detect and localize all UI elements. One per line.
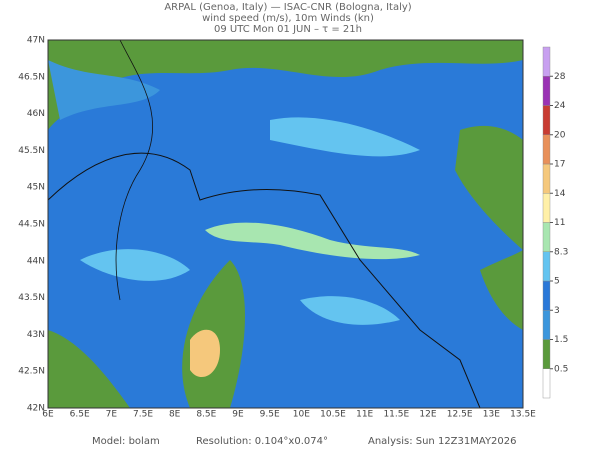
colorbar-segment	[542, 193, 551, 223]
colorbar-label: 0.5	[554, 364, 568, 374]
lat-label: 47N	[27, 36, 45, 46]
colorbar-segment	[542, 222, 551, 252]
land-field	[480, 250, 523, 330]
colorbar-label: 1.5	[554, 335, 568, 345]
lon-label: 13.5E	[510, 410, 536, 420]
field	[300, 296, 400, 325]
lat-label: 46.5N	[18, 72, 45, 82]
land-field	[48, 40, 523, 130]
colorbar-segment	[542, 368, 551, 399]
lat-label: 42N	[27, 404, 45, 414]
colorbar-label: 17	[554, 160, 565, 170]
colorbar-label: 8.3	[554, 247, 568, 257]
lon-label: 7E	[106, 410, 118, 420]
footer-analysis: Analysis: Sun 12Z31MAY2026	[368, 436, 517, 447]
lon-label: 8.5E	[196, 410, 216, 420]
field	[80, 249, 190, 281]
map-frame	[47, 39, 524, 409]
field	[270, 117, 420, 157]
lat-label: 42.5N	[18, 367, 45, 377]
lon-label: 11E	[356, 410, 373, 420]
lat-label: 45.5N	[18, 146, 45, 156]
land-field	[455, 125, 523, 250]
colorbar-segment	[542, 280, 551, 311]
lon-label: 12.5E	[447, 410, 473, 420]
lon-label: 12E	[419, 410, 436, 420]
coastline	[47, 152, 481, 409]
footer-resolution: Resolution: 0.104°x0.074°	[196, 436, 328, 447]
colorbar-label: 3	[554, 306, 560, 316]
lat-label: 43N	[27, 330, 45, 340]
lon-label: 10E	[293, 410, 310, 420]
lat-label: 46N	[27, 109, 45, 119]
lat-label: 44N	[27, 256, 45, 266]
lat-label: 45N	[27, 183, 45, 193]
colorbar-label: 14	[554, 189, 566, 199]
lon-label: 6.5E	[70, 410, 90, 420]
colorbar-segment	[542, 46, 551, 77]
colorbar-segment	[542, 310, 551, 340]
lon-label: 10.5E	[320, 410, 346, 420]
lon-label: 8E	[169, 410, 181, 420]
colorbar-label: 20	[554, 130, 566, 140]
lon-label: 11.5E	[383, 410, 409, 420]
lat-label: 43.5N	[18, 293, 45, 303]
peak-wind	[190, 329, 220, 378]
title-line: ARPAL (Genoa, Italy) — ISAC-CNR (Bologna…	[164, 2, 411, 13]
lon-label: 7.5E	[133, 410, 153, 420]
footer-model: Model: bolam	[92, 436, 160, 447]
lon-label: 6E	[42, 410, 54, 420]
strong-wind	[205, 222, 420, 260]
title-line: wind speed (m/s), 10m Winds (kn)	[202, 13, 374, 24]
lat-label: 44.5N	[18, 220, 45, 230]
lon-label: 9E	[232, 410, 244, 420]
lon-label: 13E	[483, 410, 500, 420]
field	[48, 60, 160, 120]
border	[115, 39, 154, 301]
colorbar-segment	[542, 134, 551, 165]
colorbar-segment	[542, 105, 551, 135]
colorbar-segment	[542, 251, 551, 282]
colorbar-label: 28	[554, 72, 566, 82]
title-line: 09 UTC Mon 01 JUN – τ = 21h	[214, 24, 362, 35]
colorbar-segment	[542, 163, 551, 194]
colorbar-segment	[542, 76, 551, 106]
map	[47, 39, 524, 409]
lon-label: 9.5E	[260, 410, 280, 420]
colorbar-label: 11	[554, 218, 565, 228]
colorbar-label: 24	[554, 101, 566, 111]
colorbar-label: 5	[554, 277, 560, 287]
land-field	[48, 330, 130, 408]
colorbar-segment	[542, 339, 551, 369]
